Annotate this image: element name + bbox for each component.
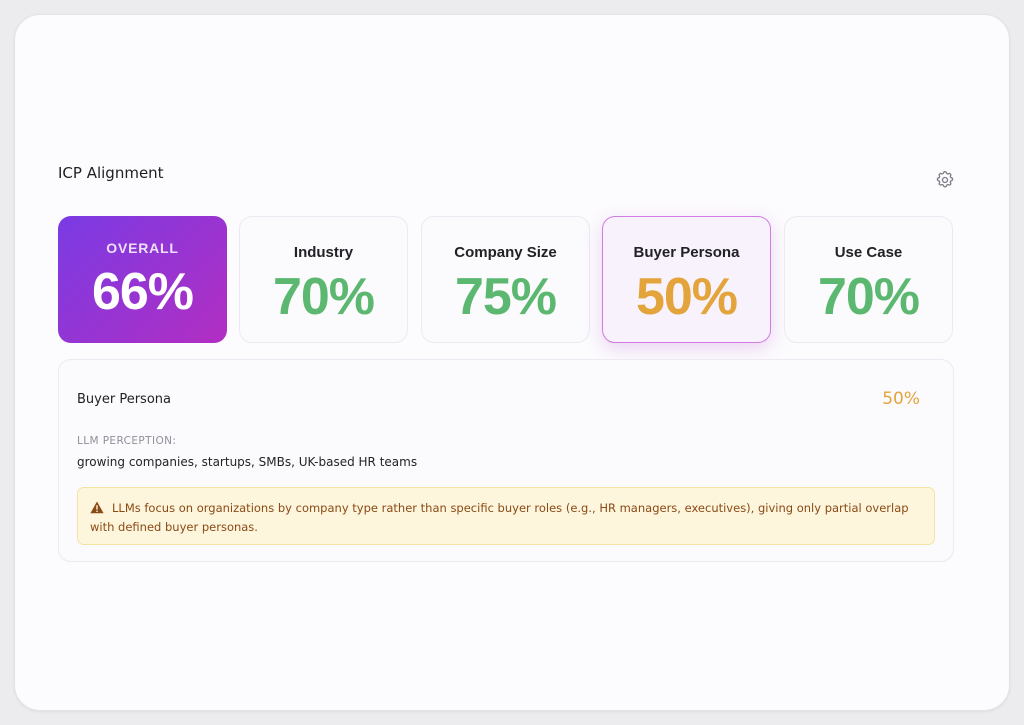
perception-text: growing companies, startups, SMBs, UK-ba… [77, 455, 418, 469]
use-case-label: Use Case [834, 244, 903, 261]
industry-label: Industry [293, 244, 354, 261]
detail-panel: Buyer Persona 50% LLM PERCEPTION: growin… [58, 359, 954, 562]
overall-score-card[interactable]: OVERALL 66% [58, 216, 227, 343]
overall-value: 66% [91, 263, 194, 321]
industry-value: 70% [272, 268, 375, 326]
use-case-value: 70% [817, 268, 920, 326]
company-size-card[interactable]: Company Size 75% [421, 216, 590, 343]
overall-label: OVERALL [106, 240, 179, 256]
warning-text: LLMs focus on organizations by company t… [90, 501, 909, 534]
section-title: ICP Alignment [58, 164, 164, 182]
buyer-persona-card[interactable]: Buyer Persona 50% [602, 216, 771, 343]
detail-title: Buyer Persona [77, 392, 171, 407]
use-case-card[interactable]: Use Case 70% [784, 216, 953, 343]
gear-icon[interactable] [935, 170, 955, 190]
warning-triangle-icon [90, 501, 104, 514]
industry-card[interactable]: Industry 70% [239, 216, 408, 343]
buyer-persona-label: Buyer Persona [633, 244, 740, 261]
buyer-persona-value: 50% [635, 268, 738, 326]
perception-label: LLM PERCEPTION: [77, 435, 177, 447]
company-size-label: Company Size [454, 244, 557, 261]
company-size-value: 75% [454, 268, 557, 326]
warning-callout: LLMs focus on organizations by company t… [77, 487, 935, 545]
detail-score: 50% [882, 389, 920, 409]
